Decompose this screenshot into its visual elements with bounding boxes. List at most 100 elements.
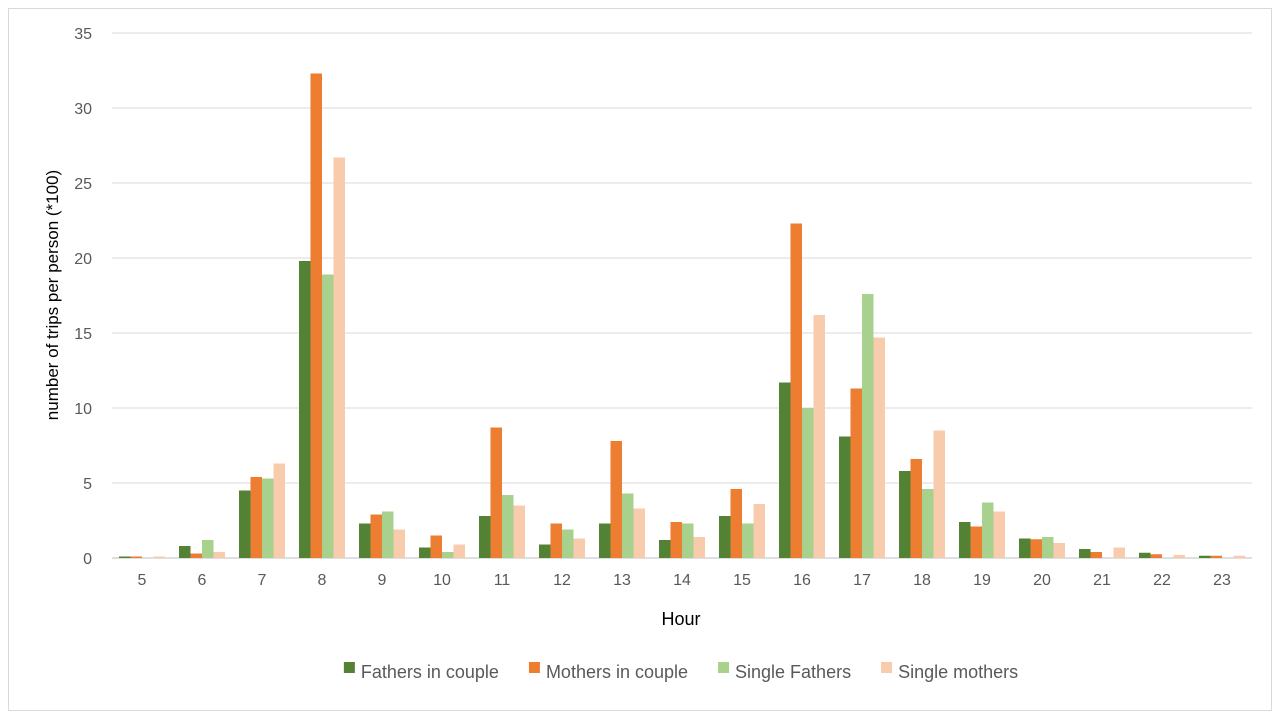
x-tick-label: 12 — [553, 572, 571, 589]
bar — [862, 294, 874, 558]
bar — [513, 505, 525, 558]
bar — [899, 471, 911, 558]
y-tick-label: 20 — [74, 251, 92, 268]
x-tick-labels: 5 6 7 8 9 10 11 12 13 14 15 16 17 18 19 20 21 22 23 — [138, 572, 1231, 589]
bar — [753, 504, 765, 558]
bar — [802, 408, 814, 558]
bar — [419, 547, 431, 558]
bar — [659, 540, 671, 558]
bar — [299, 261, 311, 558]
y-tick-label: 30 — [74, 101, 92, 118]
y-tick-label: 10 — [74, 401, 92, 418]
bar — [239, 490, 251, 558]
bar — [1173, 555, 1185, 558]
bar — [933, 430, 945, 558]
x-tick-label: 5 — [138, 572, 147, 589]
legend-label: Single mothers — [898, 662, 1018, 682]
bar — [1079, 549, 1091, 558]
bar — [130, 556, 142, 558]
x-axis-label: Hour — [661, 609, 700, 629]
bar — [959, 522, 971, 558]
bar — [490, 427, 502, 558]
x-tick-label: 9 — [378, 572, 387, 589]
y-tick-label: 5 — [83, 476, 92, 493]
x-tick-label: 17 — [853, 572, 871, 589]
chart-frame — [8, 8, 1272, 711]
x-tick-label: 14 — [673, 572, 691, 589]
legend-swatch — [881, 662, 893, 673]
x-tick-label: 20 — [1033, 572, 1051, 589]
bar — [1113, 547, 1125, 558]
bar — [370, 514, 382, 558]
bar — [213, 552, 225, 558]
bar — [922, 489, 934, 558]
bar — [993, 511, 1005, 558]
bar — [790, 223, 802, 558]
bar — [1150, 554, 1162, 558]
bar — [633, 508, 645, 558]
bar — [333, 157, 345, 558]
bar — [573, 538, 585, 558]
bar — [119, 556, 131, 558]
bar — [262, 478, 274, 558]
x-tick-label: 21 — [1093, 572, 1111, 589]
bar — [813, 315, 825, 558]
x-tick-label: 10 — [433, 572, 451, 589]
bar — [1199, 555, 1211, 558]
bar — [250, 477, 262, 558]
x-tick-label: 13 — [613, 572, 631, 589]
bar — [310, 73, 322, 558]
bar — [682, 523, 694, 558]
x-tick-label: 7 — [258, 572, 267, 589]
bar — [1030, 539, 1042, 558]
bar — [970, 526, 982, 558]
bar — [562, 529, 574, 558]
bar — [153, 556, 165, 558]
bar — [1233, 555, 1245, 558]
bar — [850, 388, 862, 558]
bar — [190, 553, 202, 558]
bar — [742, 523, 754, 558]
bar — [550, 523, 562, 558]
bar — [873, 337, 885, 558]
legend-label: Fathers in couple — [361, 662, 499, 682]
bar — [622, 493, 634, 558]
bar — [430, 535, 442, 558]
bar — [442, 552, 454, 558]
bar — [179, 546, 191, 558]
bar — [779, 382, 791, 558]
x-tick-label: 22 — [1153, 572, 1171, 589]
bar — [539, 544, 551, 558]
bar — [1210, 555, 1222, 558]
x-tick-label: 16 — [793, 572, 811, 589]
bar — [359, 523, 371, 558]
x-tick-label: 6 — [198, 572, 207, 589]
bar — [910, 459, 922, 558]
legend-label: Mothers in couple — [546, 662, 688, 682]
y-tick-label: 35 — [74, 26, 92, 43]
bar — [693, 537, 705, 558]
x-tick-label: 15 — [733, 572, 751, 589]
x-tick-label: 18 — [913, 572, 931, 589]
x-tick-label: 19 — [973, 572, 991, 589]
y-tick-label: 15 — [74, 326, 92, 343]
legend-swatch — [528, 662, 540, 673]
bar — [382, 511, 394, 558]
bar — [730, 489, 742, 558]
y-tick-label: 25 — [74, 176, 92, 193]
bar — [202, 540, 214, 558]
bar — [1042, 537, 1054, 558]
bar — [1139, 552, 1151, 558]
bar — [1090, 552, 1102, 558]
bar — [599, 523, 611, 558]
bar — [670, 522, 682, 558]
bar — [982, 502, 994, 558]
x-tick-label: 23 — [1213, 572, 1231, 589]
bar — [1019, 538, 1031, 558]
bars — [119, 73, 1245, 558]
legend-swatch — [718, 662, 730, 673]
bar — [1053, 543, 1065, 558]
bar — [610, 441, 622, 558]
